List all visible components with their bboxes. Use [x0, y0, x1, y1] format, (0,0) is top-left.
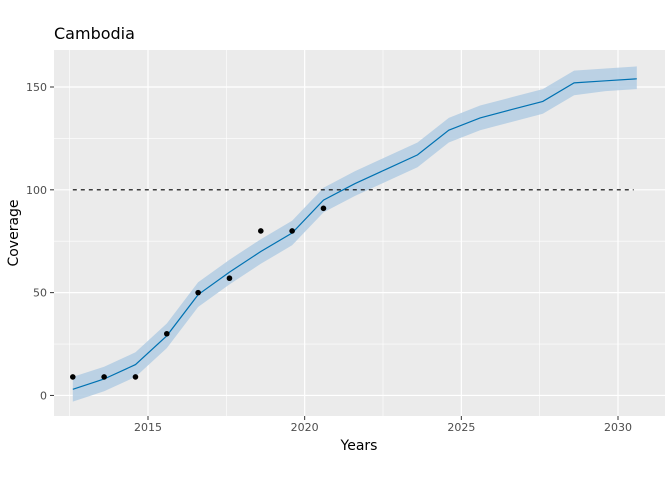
x-tick-label: 2030: [604, 421, 632, 434]
y-axis-title: Coverage: [6, 199, 22, 266]
observed-point: [70, 374, 76, 380]
observed-point: [226, 275, 233, 282]
y-axis-ticks: 0 50 100 150: [26, 81, 54, 402]
x-axis-title: Years: [340, 438, 378, 454]
y-tick-label: 100: [26, 184, 47, 197]
y-tick-label: 50: [33, 287, 47, 300]
observed-point: [195, 289, 201, 296]
x-tick-label: 2015: [134, 421, 162, 434]
x-axis-ticks: 2015 2020 2025 2030: [134, 416, 632, 434]
observed-point: [320, 205, 327, 212]
y-tick-label: 0: [40, 389, 47, 402]
observed-point: [289, 228, 295, 234]
x-tick-label: 2020: [291, 421, 319, 434]
y-tick-label: 150: [26, 81, 47, 94]
observed-point: [132, 374, 139, 380]
observed-point: [258, 228, 264, 234]
observed-points-layer: [70, 205, 327, 380]
chart-title: Cambodia: [54, 24, 135, 43]
observed-point: [101, 374, 107, 380]
x-tick-label: 2025: [447, 421, 475, 434]
observed-point: [164, 330, 170, 337]
